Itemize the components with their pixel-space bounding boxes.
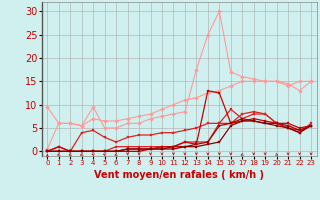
X-axis label: Vent moyen/en rafales ( km/h ): Vent moyen/en rafales ( km/h ) [94,170,264,180]
